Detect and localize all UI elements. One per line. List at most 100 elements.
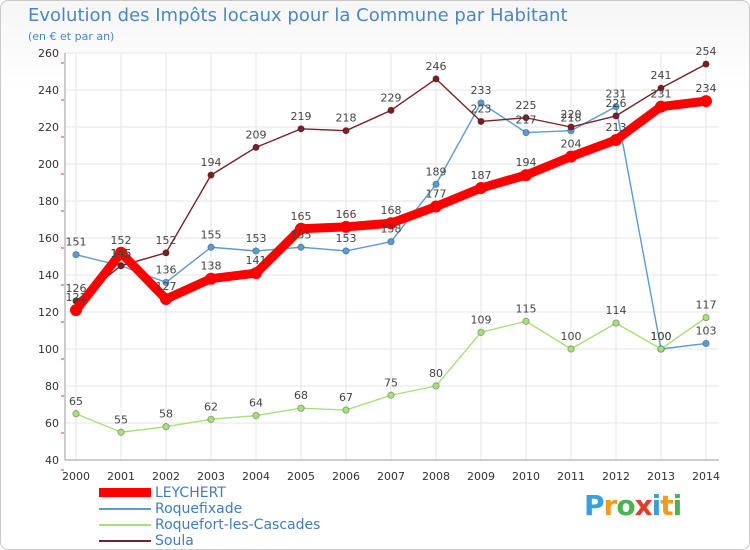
x-tick-label: 2007 (377, 470, 405, 483)
x-tick-label: 2011 (557, 470, 585, 483)
data-point (72, 251, 80, 259)
x-tick-label: 2005 (287, 470, 315, 483)
data-point (387, 106, 395, 114)
data-point (522, 114, 530, 122)
data-point (477, 328, 485, 336)
y-tick-label: 40 (45, 454, 59, 467)
data-point (432, 382, 440, 390)
data-point (252, 247, 260, 255)
data-label: 220 (561, 108, 582, 121)
data-label: 109 (471, 313, 492, 326)
data-point (342, 406, 350, 414)
data-label: 117 (696, 299, 717, 312)
data-label: 145 (111, 247, 132, 260)
data-label: 145 (111, 247, 132, 260)
data-label: 231 (606, 88, 627, 101)
data-label: 231 (651, 88, 672, 101)
data-label: 219 (291, 110, 312, 123)
data-label: 141 (246, 254, 267, 267)
legend-swatch (99, 508, 151, 510)
data-point (522, 317, 530, 325)
data-label: 189 (426, 165, 447, 178)
data-label: 213 (606, 121, 627, 134)
data-point (160, 293, 172, 306)
y-tick-label: 100 (38, 343, 59, 356)
data-label: 126 (66, 282, 87, 295)
data-point (205, 272, 217, 285)
data-point (567, 345, 575, 353)
y-tick-label: 260 (38, 47, 59, 60)
proxiti-logo: Proxiti (584, 489, 682, 522)
data-label: 155 (201, 228, 222, 241)
data-label: 225 (516, 99, 537, 112)
data-label: 75 (384, 376, 398, 389)
data-point (297, 125, 305, 133)
data-label: 165 (291, 210, 312, 223)
x-tick-label: 2009 (467, 470, 495, 483)
data-point (565, 150, 577, 163)
data-label: 121 (66, 291, 87, 304)
data-label: 234 (696, 82, 717, 95)
data-label: 168 (381, 204, 402, 217)
data-point (252, 143, 260, 151)
data-point (655, 100, 667, 113)
data-point (295, 222, 307, 235)
data-label: 217 (516, 114, 537, 127)
y-tick-label: 240 (38, 84, 59, 97)
x-tick-label: 2008 (422, 470, 450, 483)
data-label: 194 (516, 156, 537, 169)
data-label: 65 (69, 395, 83, 408)
data-label: 100 (651, 330, 672, 343)
data-label: 233 (471, 84, 492, 97)
data-point (700, 95, 712, 108)
data-label: 218 (336, 112, 357, 125)
y-tick-label: 220 (38, 121, 59, 134)
data-point (612, 103, 620, 111)
data-point (522, 128, 530, 137)
data-label: 223 (471, 102, 492, 115)
x-tick-label: 2004 (242, 470, 270, 483)
data-point (430, 200, 442, 213)
data-point (162, 278, 170, 286)
data-point (432, 75, 440, 83)
data-point (297, 404, 305, 412)
y-tick-label: 60 (45, 417, 59, 430)
legend-swatch (99, 488, 151, 497)
data-label: 166 (336, 208, 357, 221)
x-tick-label: 2014 (692, 470, 720, 483)
data-label: 114 (606, 304, 627, 317)
data-label: 153 (336, 232, 357, 245)
data-point (252, 411, 260, 420)
data-label: 64 (249, 397, 263, 410)
data-label: 241 (651, 69, 672, 82)
data-label: 194 (201, 156, 222, 169)
data-point (250, 267, 262, 280)
data-label: 151 (66, 236, 87, 249)
data-label: 100 (561, 330, 582, 343)
y-tick-label: 120 (38, 306, 59, 319)
data-point (657, 345, 665, 353)
data-label: 100 (651, 330, 672, 343)
data-point (117, 428, 125, 436)
y-tick-label: 80 (45, 380, 59, 393)
data-point (387, 238, 395, 246)
data-label: 218 (561, 112, 582, 125)
data-point (612, 319, 620, 327)
data-label: 55 (114, 413, 128, 426)
x-tick-label: 2006 (332, 470, 360, 483)
data-point (387, 391, 395, 399)
data-label: 155 (291, 228, 312, 241)
data-point (702, 339, 710, 348)
legend-swatch (99, 540, 151, 542)
y-tick-label: 140 (38, 269, 59, 282)
data-label: 103 (696, 324, 717, 337)
data-label: 177 (426, 188, 447, 201)
data-label: 115 (516, 302, 537, 315)
x-tick-label: 2002 (152, 470, 180, 483)
legend-label: LEYCHERT (155, 485, 226, 501)
data-point (70, 304, 82, 317)
data-point (342, 247, 350, 255)
legend-label: Roquefort-les-Cascades (155, 517, 321, 533)
